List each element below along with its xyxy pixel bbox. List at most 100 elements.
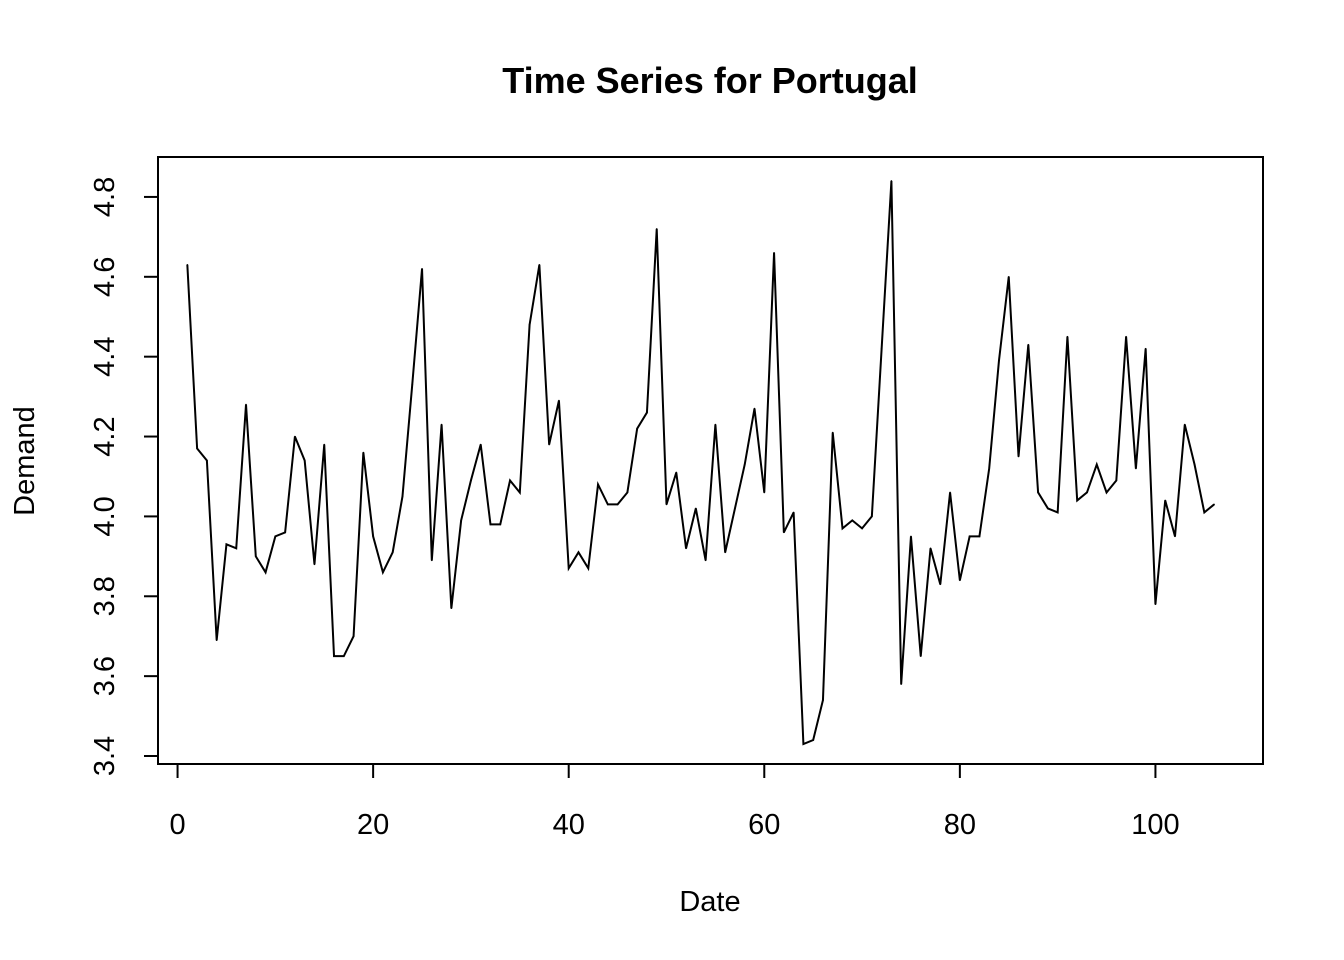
data-point [1095, 463, 1098, 466]
data-point [773, 252, 775, 254]
data-point [470, 479, 472, 482]
chart-title: Time Series for Portugal [502, 60, 917, 101]
data-point [919, 655, 922, 657]
data-point [333, 655, 335, 657]
data-point [196, 447, 198, 450]
data-point [382, 571, 384, 574]
data-point [743, 463, 746, 466]
data-point [998, 359, 1000, 362]
data-point [519, 491, 521, 494]
data-point [763, 491, 766, 494]
data-point [871, 515, 873, 518]
data-point [1183, 423, 1186, 426]
data-point [841, 527, 844, 530]
data-point [988, 467, 990, 470]
data-point [704, 559, 707, 562]
data-point [812, 739, 814, 741]
data-point [734, 507, 736, 510]
data-point [1213, 503, 1215, 506]
data-point [274, 535, 277, 538]
data-point [724, 551, 726, 554]
data-point [323, 443, 326, 446]
data-point [313, 563, 316, 566]
data-point [431, 559, 433, 562]
x-tick-label: 80 [944, 809, 976, 841]
x-tick-label: 60 [748, 809, 780, 841]
data-point [489, 523, 492, 526]
data-point [1135, 467, 1137, 470]
data-point [1174, 535, 1176, 538]
data-point [1076, 499, 1078, 502]
y-tick-label: 3.6 [89, 656, 121, 696]
data-point [225, 543, 228, 546]
data-point [499, 523, 502, 526]
x-tick-label: 0 [169, 809, 185, 841]
data-point [802, 743, 805, 745]
data-point [851, 519, 854, 522]
data-point [1047, 507, 1049, 510]
data-point [792, 511, 795, 514]
data-point [1017, 455, 1020, 458]
data-point [343, 655, 345, 657]
data-point [1125, 335, 1127, 338]
data-point [753, 407, 756, 410]
data-point [822, 699, 824, 701]
data-point [890, 180, 893, 182]
data-point [372, 535, 374, 538]
y-tick-label: 4.0 [89, 496, 121, 536]
data-point [880, 347, 883, 350]
data-point [206, 459, 208, 462]
data-point [665, 503, 668, 506]
data-point [646, 411, 648, 414]
data-point [1154, 603, 1157, 606]
data-point [1027, 343, 1030, 346]
data-point [411, 383, 414, 386]
data-point [352, 635, 355, 638]
data-point [245, 403, 247, 406]
data-point [1115, 479, 1118, 482]
data-point [254, 555, 257, 558]
data-point [362, 451, 365, 454]
data-point [949, 491, 951, 494]
data-point [548, 443, 550, 446]
data-point [577, 551, 580, 554]
data-point [1203, 511, 1206, 514]
x-axis-label: Date [679, 886, 740, 918]
data-point [567, 567, 570, 570]
data-point [900, 683, 902, 685]
data-point [215, 639, 218, 641]
data-point [1144, 347, 1147, 350]
data-point [607, 503, 609, 506]
data-point [450, 607, 453, 610]
data-point [421, 268, 423, 270]
data-point [1037, 491, 1039, 494]
data-point [460, 519, 462, 522]
data-point [538, 264, 541, 266]
y-tick-label: 3.8 [89, 576, 121, 616]
data-point [636, 427, 638, 430]
data-point [509, 479, 511, 482]
data-point [284, 531, 286, 534]
data-point [655, 228, 658, 230]
data-point [264, 571, 267, 574]
data-point [968, 535, 971, 538]
data-point [939, 583, 942, 586]
y-tick-label: 3.4 [89, 736, 121, 776]
data-point [861, 527, 863, 530]
data-point [1056, 511, 1059, 514]
data-point [1086, 491, 1088, 494]
data-point [626, 491, 629, 494]
y-tick-label: 4.2 [89, 416, 121, 456]
data-point [695, 507, 697, 510]
data-point [303, 459, 306, 462]
x-tick-label: 40 [553, 809, 585, 841]
data-point [714, 423, 717, 426]
y-tick-label: 4.4 [89, 337, 121, 377]
series-layer [186, 180, 1215, 746]
data-point [831, 431, 834, 434]
y-axis-label: Demand [9, 406, 41, 516]
data-point [587, 567, 590, 570]
data-point [616, 503, 619, 506]
